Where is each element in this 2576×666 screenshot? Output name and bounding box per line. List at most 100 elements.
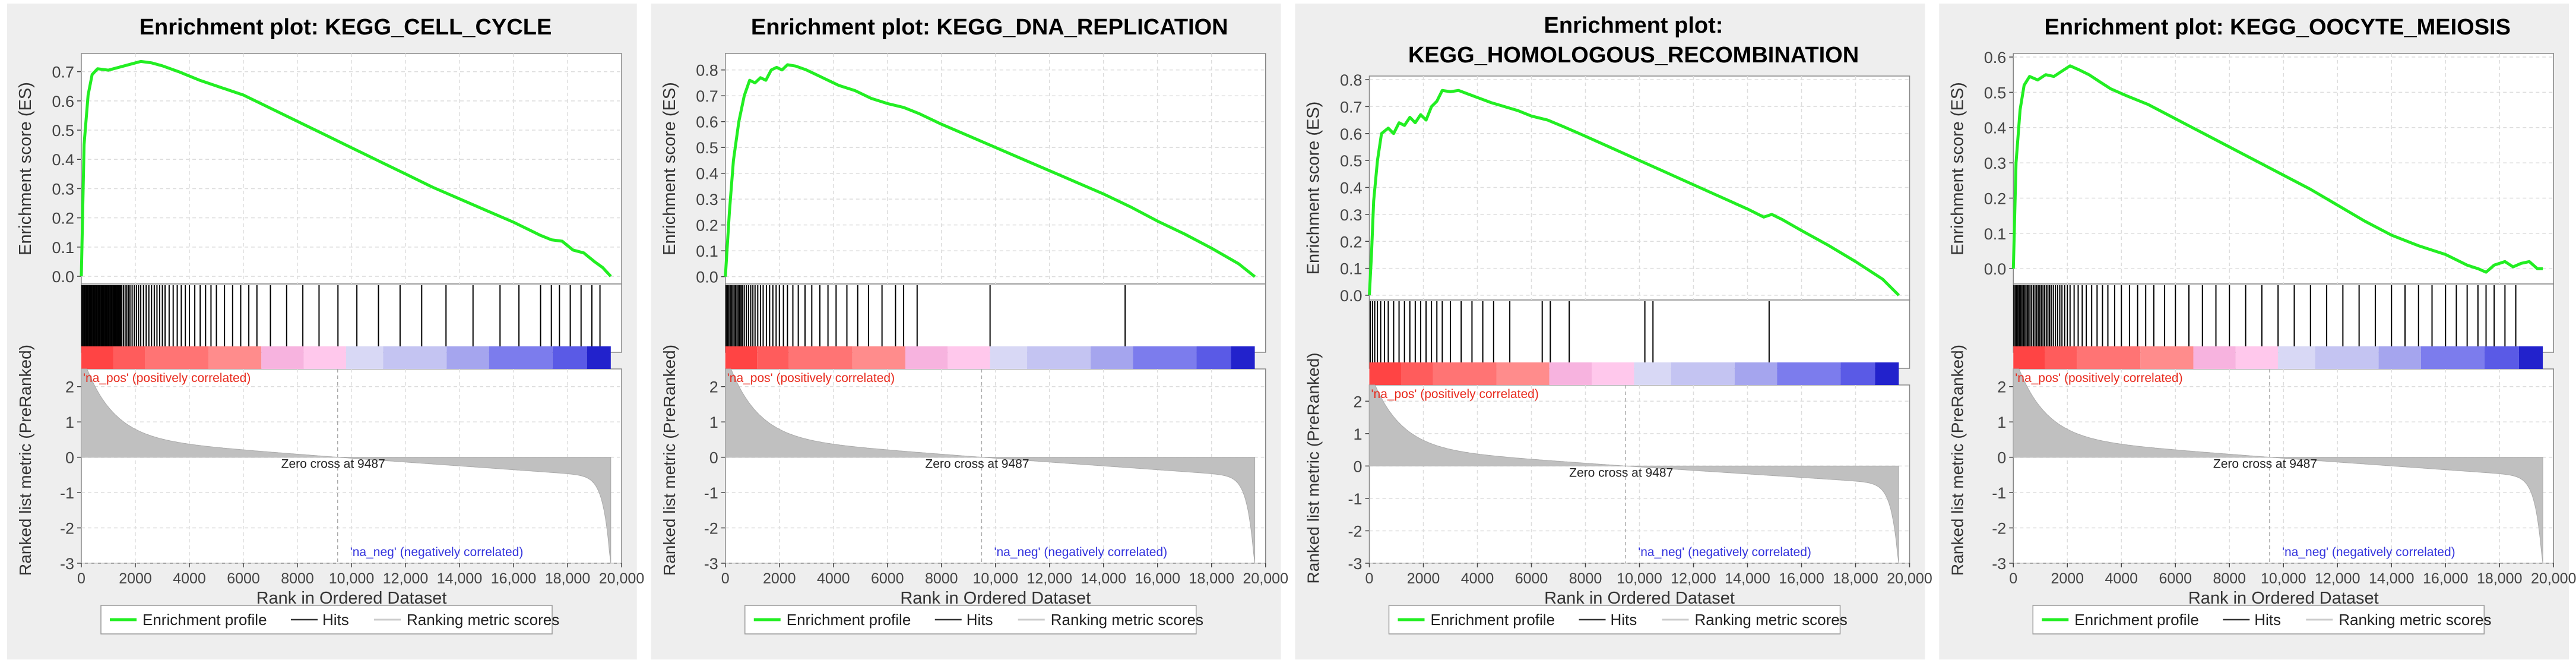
ranked-y-tick-label: -1	[60, 484, 74, 502]
x-tick-label: 8000	[925, 570, 958, 587]
ranked-y-tick-label: 1	[1353, 425, 1362, 443]
correlation-ribbon-segment	[2315, 346, 2379, 369]
x-tick-label: 4000	[1461, 570, 1494, 587]
correlation-ribbon-segment	[1777, 362, 1841, 385]
positive-correlation-label: 'na_pos' (positively correlated)	[2015, 371, 2182, 385]
legend-hits-label: Hits	[967, 611, 993, 629]
x-tick-label: 16,000	[2423, 570, 2468, 587]
ranked-y-tick-label: 0	[1353, 457, 1362, 475]
es-y-tick-label: 0.5	[1984, 84, 2007, 102]
correlation-ribbon-segment	[1231, 346, 1255, 369]
es-y-tick-label: 0.2	[1984, 190, 2007, 207]
x-tick-label: 10,000	[2261, 570, 2306, 587]
x-axis-title: Rank in Ordered Dataset	[1544, 589, 1735, 608]
es-y-axis-title: Enrichment score (ES)	[16, 82, 35, 255]
x-tick-label: 10,000	[1617, 570, 1662, 587]
hits-plot-area	[1368, 299, 1910, 369]
enrichment-plot-panel-3: Enrichment plot: KEGG_HOMOLOGOUS_RECOMBIN…	[1295, 4, 1932, 659]
ranked-y-tick-label: -2	[704, 520, 718, 538]
es-y-axis-title: Enrichment score (ES)	[660, 82, 679, 255]
correlation-ribbon-segment	[2420, 346, 2485, 369]
legend-box	[100, 605, 553, 635]
ranked-y-tick-label: 2	[65, 378, 74, 396]
es-y-tick-label: 0.5	[1340, 152, 1363, 170]
correlation-ribbon-segment	[1496, 362, 1550, 385]
ranked-y-tick-label: -3	[1992, 555, 2006, 573]
es-y-tick-label: 0.0	[52, 268, 74, 286]
ranked-y-tick-label: -2	[1992, 520, 2006, 538]
x-tick-label: 8000	[281, 570, 314, 587]
es-y-tick-label: 0.6	[696, 113, 718, 131]
correlation-ribbon-segment	[725, 346, 758, 369]
correlation-ribbon-segment	[1133, 346, 1197, 369]
correlation-ribbon-segment	[852, 346, 905, 369]
es-y-tick-label: 0.5	[52, 122, 74, 140]
x-tick-label: 0	[1365, 570, 1374, 587]
positive-correlation-label: 'na_pos' (positively correlated)	[1371, 387, 1539, 401]
x-tick-label: 16,000	[1779, 570, 1824, 587]
es-y-tick-label: 0.8	[696, 62, 718, 80]
enrichment-plot-panel-1: Enrichment plot: KEGG_CELL_CYCLE 0.0 0.1 0.…	[7, 4, 644, 659]
es-y-tick-label: 0.4	[1340, 179, 1363, 197]
ranked-y-axis-title: Ranked list metric (PreRanked)	[660, 345, 679, 576]
x-tick-label: 6000	[227, 570, 260, 587]
x-tick-label: 4000	[817, 570, 850, 587]
ranked-y-tick-label: -1	[1348, 490, 1362, 508]
negative-correlation-label: 'na_neg' (negatively correlated)	[994, 545, 1167, 559]
es-y-tick-label: 0.6	[1984, 49, 2007, 67]
correlation-ribbon-segment	[208, 346, 262, 369]
x-tick-label: 14,000	[1725, 570, 1770, 587]
zero-cross-label: Zero cross at 9487	[2213, 457, 2317, 471]
legend-box	[1388, 605, 1841, 635]
legend-metric-label: Ranking metric scores	[407, 611, 559, 629]
x-tick-label: 8000	[2213, 570, 2246, 587]
ranked-y-tick-label: 0	[1997, 449, 2006, 467]
es-y-tick-label: 0.3	[52, 180, 74, 198]
correlation-ribbon-segment	[757, 346, 789, 369]
correlation-ribbon-segment	[1027, 346, 1091, 369]
x-tick-label: 6000	[1515, 570, 1548, 587]
x-tick-label: 8000	[1569, 570, 1602, 587]
x-tick-label: 18,000	[2477, 570, 2522, 587]
x-tick-label: 12,000	[383, 570, 428, 587]
es-y-tick-label: 0.0	[1984, 260, 2007, 278]
es-y-tick-label: 0.6	[1340, 125, 1363, 143]
zero-cross-label: Zero cross at 9487	[1569, 466, 1673, 479]
enrichment-profile-line	[2011, 64, 2543, 274]
negative-correlation-label: 'na_neg' (negatively correlated)	[350, 545, 524, 559]
legend-hits-label: Hits	[2254, 611, 2281, 629]
correlation-ribbon-segment	[1634, 362, 1671, 385]
ranked-y-tick-label: 0	[65, 449, 74, 467]
legend-profile-label: Enrichment profile	[1431, 611, 1555, 629]
legend-box	[2032, 605, 2485, 635]
x-tick-label: 12,000	[1027, 570, 1072, 587]
x-tick-label: 6000	[2159, 570, 2192, 587]
correlation-ribbon-segment	[1592, 362, 1634, 385]
hits-plot-area	[2013, 283, 2554, 353]
es-y-tick-label: 0.7	[1340, 98, 1363, 116]
chart-title: Enrichment plot: KEGG_DNA_REPLICATION	[751, 15, 1228, 40]
legend-metric-label: Ranking metric scores	[1051, 611, 1203, 629]
ranked-y-tick-label: -2	[60, 520, 74, 538]
es-y-tick-label: 0.5	[696, 139, 718, 157]
correlation-ribbon-segment	[2077, 346, 2141, 369]
ranked-y-tick-label: -3	[60, 555, 74, 573]
legend-profile-label: Enrichment profile	[787, 611, 911, 629]
correlation-ribbon-segment	[2278, 346, 2315, 369]
es-y-tick-label: 0.1	[1340, 260, 1363, 278]
ranking-metric-area	[1369, 384, 1899, 564]
es-y-tick-label: 0.4	[1984, 119, 2007, 137]
ranked-y-axis-title: Ranked list metric (PreRanked)	[1948, 345, 1966, 576]
x-axis-title: Rank in Ordered Dataset	[256, 589, 447, 608]
enrichment-profile-line	[80, 59, 612, 277]
correlation-ribbon-segment	[489, 346, 553, 369]
es-y-tick-label: 0.2	[52, 210, 74, 228]
legend-metric-label: Ranking metric scores	[1695, 611, 1848, 629]
correlation-ribbon-segment	[990, 346, 1028, 369]
es-y-axis-title: Enrichment score (ES)	[1304, 102, 1323, 275]
correlation-ribbon-segment	[1840, 362, 1875, 385]
x-tick-label: 18,000	[1189, 570, 1234, 587]
es-y-tick-label: 0.2	[1340, 233, 1363, 251]
correlation-ribbon-segment	[1433, 362, 1497, 385]
